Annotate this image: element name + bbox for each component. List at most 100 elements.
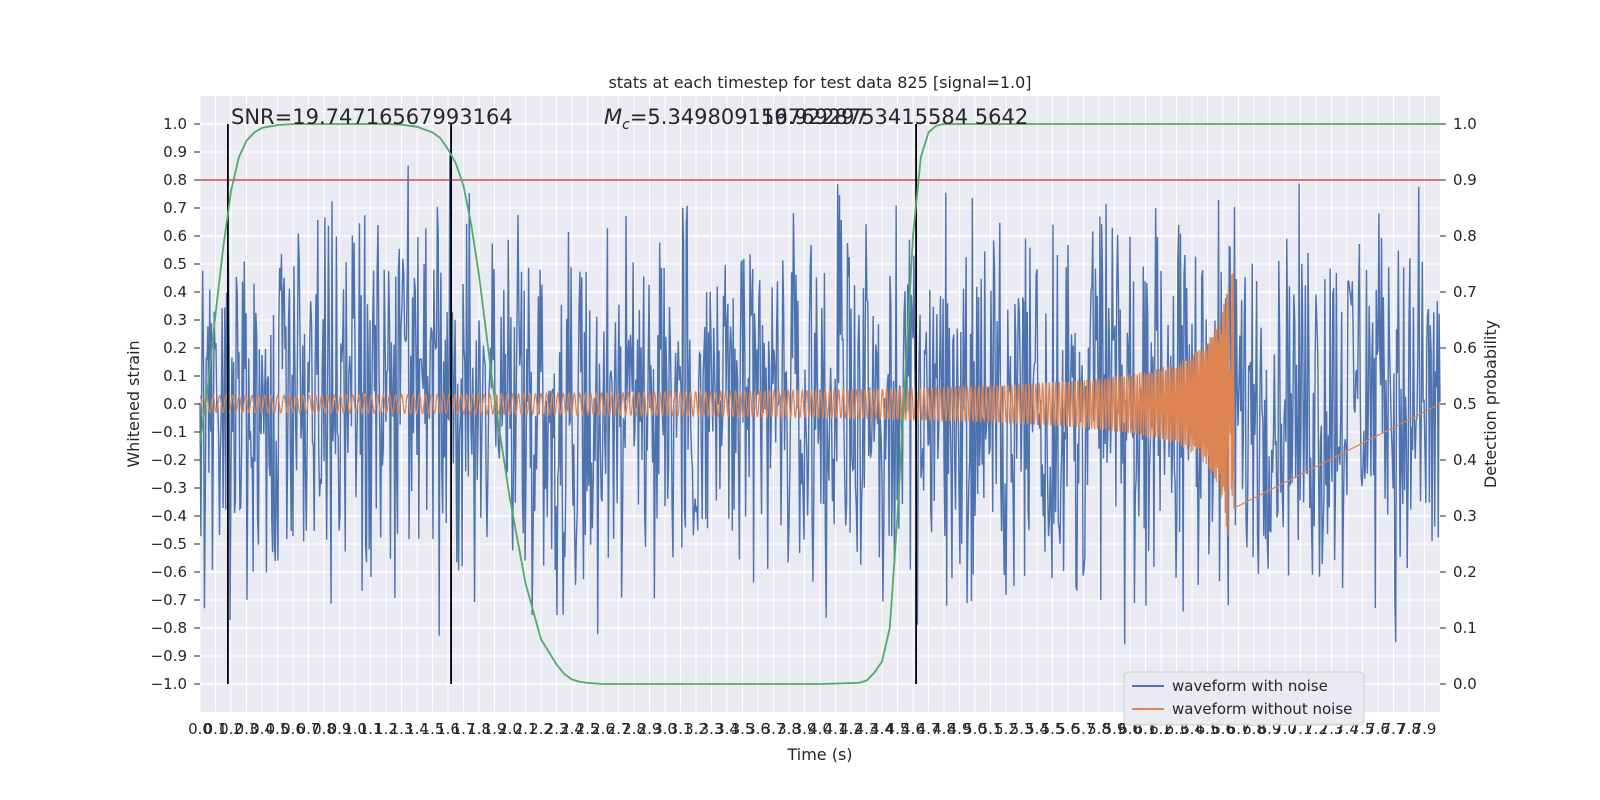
x-tick-label: 5.2 [994, 720, 1018, 738]
y-tick-label-left: −0.4 [151, 507, 187, 525]
x-tick-label: 0.2 [219, 720, 243, 738]
snr-annotation: SNR=19.74716567993164 [231, 105, 513, 129]
x-tick-label: 4.2 [839, 720, 863, 738]
x-tick-label: 3.0 [653, 720, 677, 738]
x-tick-label: 4.9 [948, 720, 972, 738]
y-tick-label-left: 0.6 [163, 227, 187, 245]
x-tick-label: 4.5 [886, 720, 910, 738]
y-tick-label-right: 0.9 [1453, 171, 1477, 189]
x-tick-label: 5.3 [1010, 720, 1034, 738]
x-tick-label: 2.3 [545, 720, 569, 738]
x-tick-label: 1.4 [405, 720, 429, 738]
x-tick-label: 7.6 [1366, 720, 1390, 738]
x-tick-label: 2.5 [576, 720, 600, 738]
mc-annotation: Mc=5.349809159769297 [604, 105, 868, 133]
series-waveform-without-noise [199, 272, 1441, 536]
x-tick-label: 5.0 [963, 720, 987, 738]
x-tick-label: 3.6 [746, 720, 770, 738]
x-tick-label: 1.6 [436, 720, 460, 738]
x-tick-label: 0.1 [204, 720, 228, 738]
y-axis-left: −1.0 −0.9 −0.8 −0.7 −0.6 −0.5 −0.4 −0.3 −0.2 −0.1… [151, 115, 200, 693]
x-tick-label: 2.4 [560, 720, 584, 738]
y-tick-label-left: 0.3 [163, 311, 187, 329]
x-tick-label: 0.3 [235, 720, 259, 738]
x-tick-label: 3.2 [684, 720, 708, 738]
x-tick-label: 0.9 [328, 720, 352, 738]
x-tick-label: 4.4 [870, 720, 894, 738]
y-axis-left-label: Whitened strain [124, 340, 143, 467]
legend-label-clean: waveform without noise [1172, 700, 1352, 718]
y-tick-label-right: 0.5 [1453, 395, 1477, 413]
x-tick-label: 5.4 [1025, 720, 1049, 738]
y-tick-label-right: 0.2 [1453, 563, 1477, 581]
x-tick-label: 1.7 [452, 720, 476, 738]
y-tick-label-left: −0.7 [151, 591, 187, 609]
x-tick-label: 3.1 [669, 720, 693, 738]
x-tick-label: 3.7 [762, 720, 786, 738]
x-tick-label: 3.5 [731, 720, 755, 738]
x-tick-label: 4.1 [824, 720, 848, 738]
x-tick-label: 0.0 [188, 720, 212, 738]
x-tick-label: 1.8 [467, 720, 491, 738]
x-tick-label: 2.8 [622, 720, 646, 738]
x-tick-label: 5.9 [1103, 720, 1127, 738]
y-tick-label-left: 0.8 [163, 171, 187, 189]
y-tick-label-right: 0.4 [1453, 451, 1477, 469]
y-tick-label-left: 0.1 [163, 367, 187, 385]
y-tick-label-left: 0.4 [163, 283, 187, 301]
legend-label-noise: waveform with noise [1172, 677, 1328, 695]
x-tick-label: 1.5 [421, 720, 445, 738]
x-tick-label: 3.4 [715, 720, 739, 738]
y-tick-label-left: 1.0 [163, 115, 187, 133]
x-tick-label: 2.9 [638, 720, 662, 738]
y-tick-label-right: 0.6 [1453, 339, 1477, 357]
y-tick-label-right: 0.1 [1453, 619, 1477, 637]
y-tick-label-left: 0.7 [163, 199, 187, 217]
x-tick-label: 0.6 [281, 720, 305, 738]
x-tick-label: 4.3 [855, 720, 879, 738]
mc-overlap-annotation: 16.9228753415584 5642 [761, 105, 1028, 129]
x-tick-label: 7.7 [1382, 720, 1406, 738]
x-tick-label: 5.6 [1056, 720, 1080, 738]
legend-box [1123, 671, 1365, 726]
plot-area [199, 123, 1441, 685]
y-tick-label-left: −0.1 [151, 423, 187, 441]
x-tick-label: 5.1 [979, 720, 1003, 738]
x-axis: 0.00.10.20.30.40.50.60.70.80.91.01.11.21… [188, 720, 1436, 738]
mc-symbol: M [604, 105, 622, 129]
y-tick-label-right: 1.0 [1453, 115, 1477, 133]
x-tick-label: 1.1 [359, 720, 383, 738]
x-tick-label: 5.8 [1087, 720, 1111, 738]
x-tick-label: 2.2 [529, 720, 553, 738]
x-tick-label: 5.5 [1041, 720, 1065, 738]
y-tick-label-left: −0.2 [151, 451, 187, 469]
x-tick-label: 3.9 [793, 720, 817, 738]
x-tick-label: 5.7 [1072, 720, 1096, 738]
y-tick-label-left: 0.0 [163, 395, 187, 413]
y-tick-label-right: 0.7 [1453, 283, 1477, 301]
x-tick-label: 2.7 [607, 720, 631, 738]
x-tick-label: 3.3 [700, 720, 724, 738]
series-detection-probability [199, 123, 1440, 685]
legend: waveform with noise waveform without noi… [1123, 671, 1365, 726]
mc-value: =5.349809159769297 [630, 105, 868, 129]
y-tick-label-right: 0.8 [1453, 227, 1477, 245]
x-tick-label: 7.8 [1397, 720, 1421, 738]
x-axis-label: Time (s) [786, 745, 852, 764]
y-axis-right-label: Detection probability [1481, 320, 1500, 488]
chart-title: stats at each timestep for test data 825… [608, 73, 1031, 92]
x-tick-label: 4.7 [917, 720, 941, 738]
x-tick-label: 4.0 [808, 720, 832, 738]
x-tick-label: 1.9 [483, 720, 507, 738]
x-tick-label: 3.8 [777, 720, 801, 738]
x-tick-label: 1.0 [343, 720, 367, 738]
x-tick-label: 1.2 [374, 720, 398, 738]
y-tick-label-left: 0.9 [163, 143, 187, 161]
x-tick-label: 0.5 [266, 720, 290, 738]
x-tick-label: 2.6 [591, 720, 615, 738]
x-tick-label: 2.0 [498, 720, 522, 738]
y-tick-label-left: 0.2 [163, 339, 187, 357]
x-tick-label: 0.4 [250, 720, 274, 738]
x-tick-label: 4.6 [901, 720, 925, 738]
